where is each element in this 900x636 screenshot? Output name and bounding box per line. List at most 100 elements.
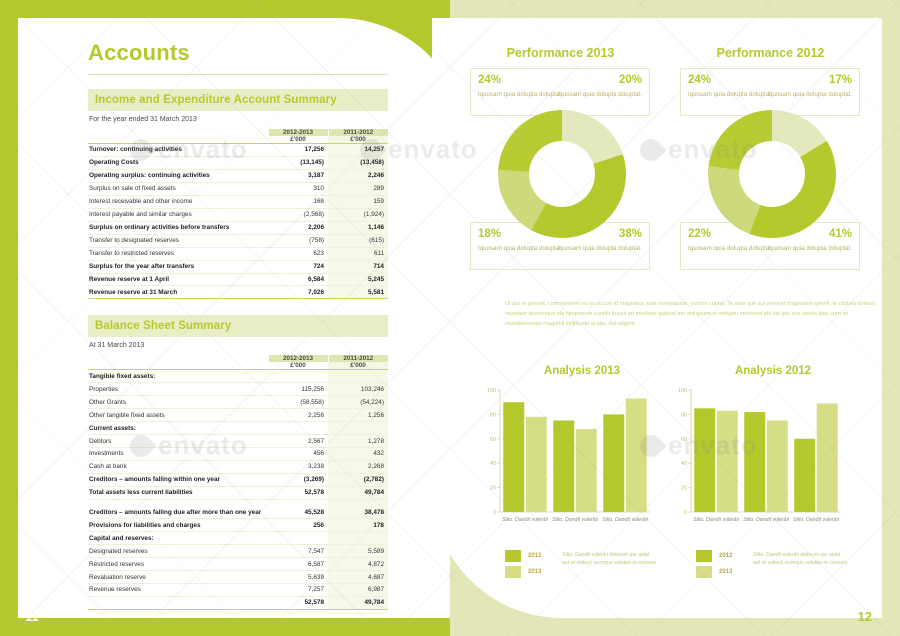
legend-label-2012-b: 2012 [719,553,733,559]
table-row: Designated reserves 7,547 5,589 [88,544,388,559]
row-value-2011-2012: (2,782) [328,473,388,488]
table-row: Revaluation reserve 5,639 4,687 [88,570,388,585]
bar [525,416,547,512]
row-value-2012-2013: 7,547 [268,544,328,559]
legend-swatch-2012-b [696,550,712,562]
row-value-2012-2013: 115,256 [268,382,328,397]
income-col-header-1: 2012-2013 [267,129,328,136]
bar [603,414,625,512]
row-label: Provisions for liabilities and charges [88,518,268,533]
row-label [88,499,268,506]
row-value-2012-2013: 3,238 [268,460,328,475]
y-axis-tick-label: 40 [681,461,687,467]
row-value-2011-2012: 432 [328,447,388,462]
perf2012-callout-br-pct: 41% [828,228,852,240]
perf2013-callout-tl-pct: 24% [478,74,502,86]
analysis-2012-legend: 2012 2013 [696,550,732,582]
bar [744,411,766,512]
row-value-2012-2013 [268,369,328,384]
row-label: Operating Costs [88,156,268,170]
row-value-2011-2012: (54,224) [328,395,388,410]
table-row: Revenue reserve at 1 April 6,584 5,245 [88,273,388,287]
bar [716,410,738,512]
row-value-2011-2012: 6,987 [328,583,388,598]
table-row: Investments 456 432 [88,447,388,462]
income-col-header-2: 2011-2012 [327,129,388,136]
row-label: Creditors – amounts falling due after mo… [88,506,268,520]
row-value-2011-2012 [328,369,388,384]
y-axis-tick-label: 60 [681,437,687,443]
row-value-2012-2013: 45,528 [268,506,328,520]
table-row: Turnover: continuing activities 17,256 14,… [88,143,388,157]
row-value-2011-2012: (1,924) [328,208,388,222]
row-value-2012-2013: 168 [268,195,328,209]
balance-unit-row: £'000 £'000 [88,362,388,371]
income-section-subheading: For the year ended 31 March 2013 [89,116,197,123]
balance-unit-2: £'000 [328,362,388,371]
performance-2013-donut-chart [498,110,626,238]
y-axis-tick-label: 60 [490,437,496,443]
table-row: Restricted reserves 6,587 4,872 [88,557,388,572]
table-row: Cash at bank 3,238 2,268 [88,460,388,475]
y-axis-tick-label: 80 [681,412,687,418]
row-value-2011-2012: 5,245 [328,273,388,287]
performance-2012-title: Performance 2012 [716,46,825,60]
row-label: Operating surplus: continuing activities [88,169,268,183]
row-value-2011-2012: 4,872 [328,557,388,572]
right-page-content: Performance 2013 24% Iquosam quia dolupt… [450,0,900,636]
row-value-2011-2012: 1,278 [328,434,388,449]
table-row: Debtors 2,567 1,278 [88,434,388,449]
table-row: Revenue reserves 7,257 6,987 [88,583,388,598]
row-value-2012-2013: 7,026 [268,285,328,300]
row-label: Cash at bank [88,460,268,475]
bar [766,420,788,512]
row-value-2011-2012: 38,478 [328,506,388,520]
analysis-2012-bar-chart: 0 20 40 60 80 100 [678,388,841,516]
balance-table-head: 2012-2013 2011-2012 £'000 £'000 [88,355,388,371]
balance-col-header-2: 2011-2012 [327,355,388,363]
perf2012-callout-bl-pct: 22% [688,228,712,240]
table-row: Creditors – amounts falling within one y… [88,473,388,488]
row-value-2012-2013: 6,587 [268,557,328,572]
row-value-2012-2013: 2,256 [268,408,328,423]
row-value-2011-2012: 1,146 [328,221,388,235]
table-row [88,499,388,507]
row-value-2011-2012: 714 [328,260,388,274]
income-unit-1: £'000 [268,136,328,144]
row-label: Designated reserves [88,544,268,559]
perf2012-callout-tr: 17% Iquosam quia dolupta doluptat. [764,72,852,100]
page-title: Accounts [88,40,190,65]
perf2012-callout-tl: 24% Iquosam quia dolupta doluptat. [688,72,776,100]
row-label: Current assets: [88,421,268,436]
analysis-2013-legend-note: Sitio. Dandit volenbi dolorum qui optat … [562,552,658,567]
row-value-2012-2013: 2,206 [268,221,328,235]
income-unit-2: £'000 [328,136,388,144]
y-axis-tick-label: 80 [490,412,496,418]
row-label: Properties [88,382,268,397]
bar [575,429,597,512]
table-row: Transfer to restricted reserves 623 611 [88,247,388,261]
row-value-2011-2012: 289 [328,182,388,196]
row-label: Surplus for the year after transfers [88,260,268,274]
bar [694,408,716,512]
row-label: Creditors – amounts falling within one y… [88,473,268,488]
analysis-2013-bar-chart: 0 20 40 60 80 100 [487,388,650,516]
title-divider [88,74,388,75]
balance-unit-0 [88,362,268,371]
row-value-2011-2012: (13,458) [328,156,388,170]
row-value-2011-2012: 5,581 [328,285,388,300]
body-paragraph: Ut aut re perovit, commolorero es et occ… [505,301,875,327]
perf2013-callout-bl-pct: 18% [478,228,502,240]
x-axis-category-label: Sitio. Dandit volenbi [743,517,789,523]
perf2013-callout-br: 38% Iquosam quia dolupta doluptat. [554,226,642,254]
row-value-2012-2013: 52,578 [268,596,328,611]
row-value-2012-2013: 310 [268,182,328,196]
donut-segment [708,166,761,234]
table-row: Total assets less current liabilities 52,… [88,486,388,500]
page-number-left: 11 [25,609,39,624]
balance-sheet-table: 2012-2013 2011-2012 £'000 £'000 Tangible… [88,355,388,611]
perf2013-callout-br-pct: 38% [618,228,642,240]
legend-item-2013-b: 2013 [696,566,732,578]
y-axis-tick-label: 40 [490,461,496,467]
income-unit-row: £'000 £'000 [88,136,388,144]
